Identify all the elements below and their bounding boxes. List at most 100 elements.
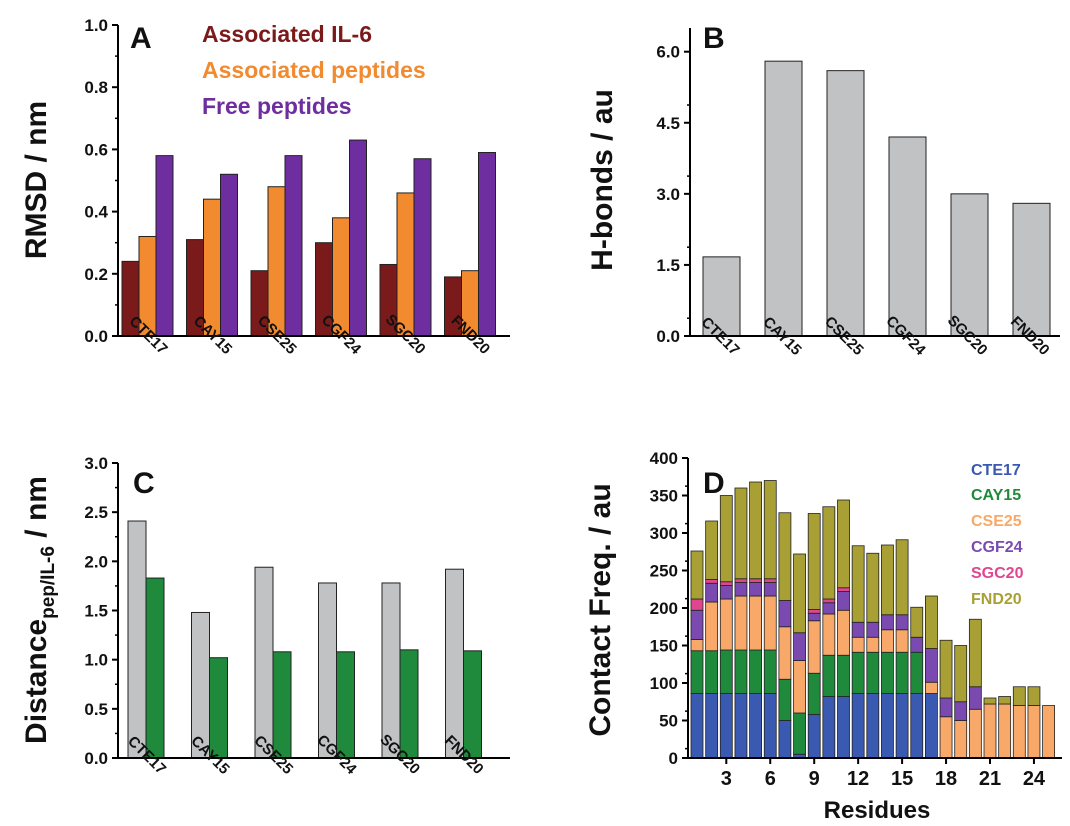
panel-c-ytick-label: 1.0 — [84, 651, 108, 670]
panel-d-bar-segment — [968, 686, 982, 710]
panel-b-bars — [702, 60, 1051, 337]
panel-a-bar — [155, 155, 174, 337]
panel-d-ytick-label: 150 — [650, 637, 678, 656]
panel-d-bar-segment — [719, 649, 733, 694]
panel-c-bar — [209, 657, 228, 759]
panel-b-ylabel: H-bonds / au — [586, 89, 619, 271]
panel-c-bar — [318, 582, 337, 759]
panel-c-bar — [399, 649, 419, 759]
panel-d-bar-segment — [895, 629, 909, 653]
panel-d-bar-segment — [998, 696, 1012, 705]
panel-a-ytick-label: 0.4 — [84, 203, 108, 222]
panel-b-bar — [888, 136, 927, 337]
panel-d-ytick-label: 200 — [650, 599, 678, 618]
panel-d-bar-segment — [1012, 705, 1026, 759]
panel-a-bar — [267, 186, 286, 337]
panel-d-bar-segment — [866, 693, 880, 759]
legend-sgc20: SGC20 — [971, 565, 1024, 582]
panel-d-bar-segment — [866, 621, 880, 638]
panel-d-label: D — [703, 467, 725, 500]
panel-d-bar-segment — [837, 654, 850, 697]
panel-d-bar-segment — [895, 651, 909, 694]
panel-a-bar — [220, 173, 238, 337]
panel-d-bar-segment — [1027, 705, 1041, 759]
panel-d-bar-segment — [851, 651, 865, 694]
panel-d-bar-segment — [925, 693, 938, 759]
panel-d-bar-segment — [851, 636, 865, 653]
panel-d-bar-segment — [939, 639, 953, 699]
panel-d-bar-segment — [881, 693, 894, 759]
panel-d-ytick-label: 100 — [650, 674, 678, 693]
panel-d-bar-segment — [749, 481, 762, 580]
panel-d-bar-segment — [705, 582, 719, 603]
panel-d-bar-segment — [807, 714, 821, 759]
panel-b-bar — [1012, 202, 1051, 337]
panel-d-bar-segment — [881, 544, 894, 616]
panel-d-bar-segment — [866, 552, 880, 623]
panel-d-bar-segment — [954, 701, 968, 721]
panel-c-bar — [127, 520, 147, 759]
panel-d-bar-segment — [749, 595, 762, 651]
panel-c-ytick-label: 3.0 — [84, 454, 108, 473]
panel-c-bar — [145, 577, 165, 759]
panel-d-bar-segment — [866, 636, 880, 653]
panel-d-bar-segment — [998, 703, 1012, 759]
panel-d-bar-segment — [793, 632, 806, 661]
panel-d-bar-segment — [881, 651, 894, 694]
panel-d-bar-segment — [734, 578, 748, 583]
panel-d-ytick-label: 250 — [650, 562, 678, 581]
panel-d-bar-segment — [705, 579, 719, 584]
panel-c-bar — [463, 650, 482, 759]
panel-d-bar-segment — [763, 649, 777, 694]
panel-d-axes: 0 50 100 150 200 250 300 350 400 3 6 9 12 15 18 21 24 — [650, 449, 1062, 790]
panel-d-bar-segment — [1012, 686, 1026, 706]
legend-associated-il6: Associated IL-6 — [202, 21, 372, 47]
panel-d-bar-segment — [910, 693, 924, 759]
panel-d-bar-segment — [690, 598, 704, 611]
panel-d-bar-segment — [734, 649, 748, 694]
panel-c-bars — [127, 520, 482, 759]
panel-d-bar-segment — [910, 606, 924, 638]
panel-d-bar-segment — [822, 598, 836, 604]
panel-d-bar-segment — [719, 495, 733, 583]
panel-d-bar-segment — [968, 618, 982, 688]
panel-d-bar-segment — [763, 578, 777, 583]
panel-d-bar-segment — [807, 672, 821, 715]
panel-d-bar-segment — [881, 614, 894, 631]
panel-c-bar — [272, 651, 292, 759]
panel-d-bar-segment — [807, 513, 821, 610]
panel-d-xtick-label: 18 — [935, 768, 957, 790]
panel-d-bar-segment — [705, 601, 719, 652]
panel-b-label: B — [703, 22, 725, 55]
panel-d-xtick-label: 15 — [891, 768, 913, 790]
panel-c-ylabel-main: Distance — [20, 619, 53, 744]
panel-d-bar-segment — [763, 693, 777, 759]
legend-cay15: CAY15 — [971, 487, 1021, 504]
panel-a-label: A — [130, 22, 152, 55]
panel-c-bar — [445, 568, 464, 759]
panel-c-ylabel-sub: pep/IL-6 — [38, 546, 59, 619]
legend-associated-peptides: Associated peptides — [202, 57, 426, 83]
panel-d-xtick-label: 6 — [765, 768, 776, 790]
panel-c-ytick-label: 2.0 — [84, 552, 108, 571]
panel-d-bar-segment — [851, 693, 865, 759]
panel-d-bar-segment — [778, 626, 792, 680]
panel-b-bar — [702, 256, 741, 337]
panel-b-bar — [950, 193, 989, 337]
panel-d-bar-segment — [690, 609, 704, 640]
panel-d-bar-segment — [866, 651, 880, 694]
panel-d-bar-segment — [895, 539, 909, 616]
panel-d-xtick-label: 9 — [809, 768, 820, 790]
panel-d-bar-segment — [822, 654, 836, 697]
panel-c-ytick-label: 0.0 — [84, 749, 108, 768]
panel-b-bar — [826, 70, 865, 337]
panel-d-bar-segment — [719, 585, 733, 600]
panel-d-bar-segment — [734, 693, 748, 759]
panel-d-bar-segment — [895, 693, 909, 759]
panel-d-bar-segment — [837, 609, 850, 656]
panel-a-ytick-label: 0.2 — [84, 265, 108, 284]
panel-d-bar-segment — [749, 578, 762, 583]
